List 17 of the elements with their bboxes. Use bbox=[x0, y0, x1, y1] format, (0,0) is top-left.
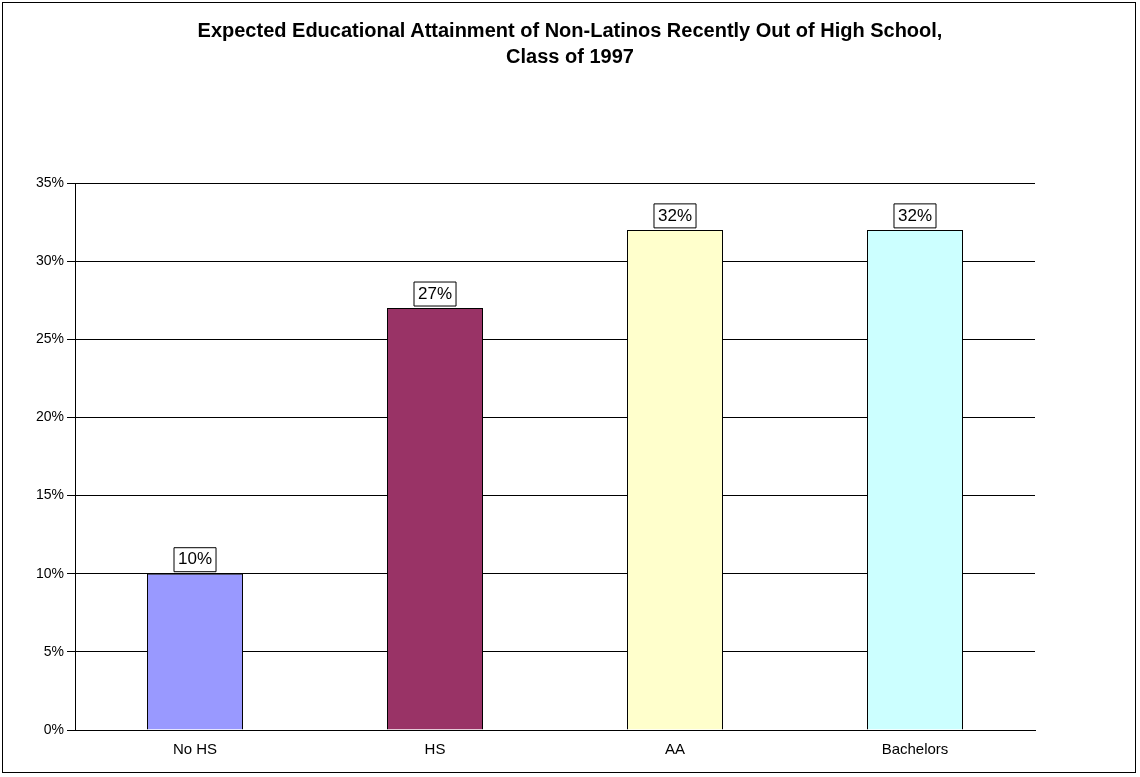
data-label: 27% bbox=[418, 283, 453, 303]
x-tick-label: Bachelors bbox=[881, 740, 949, 758]
x-tick-label: HS bbox=[424, 740, 446, 758]
data-label: 10% bbox=[178, 549, 213, 569]
y-tick-label: 20% bbox=[35, 408, 65, 425]
y-tick-label: 25% bbox=[35, 330, 65, 347]
y-tick-label: 30% bbox=[35, 252, 65, 268]
y-tick-label: 15% bbox=[35, 486, 65, 503]
y-tick-label: 5% bbox=[43, 642, 65, 659]
y-tick-label: 35% bbox=[35, 173, 65, 190]
data-label: 32% bbox=[897, 205, 933, 225]
data-label: 32% bbox=[657, 205, 693, 225]
x-tick-label: AA bbox=[665, 740, 686, 758]
y-tick-label: 0% bbox=[43, 720, 65, 737]
x-tick-label: No HS bbox=[172, 740, 218, 758]
y-tick-label: 10% bbox=[35, 564, 65, 581]
chart-title: Expected Educational Attainment of Non-Latinos Recently Out of High School, Class of 1997 bbox=[196, 18, 944, 69]
